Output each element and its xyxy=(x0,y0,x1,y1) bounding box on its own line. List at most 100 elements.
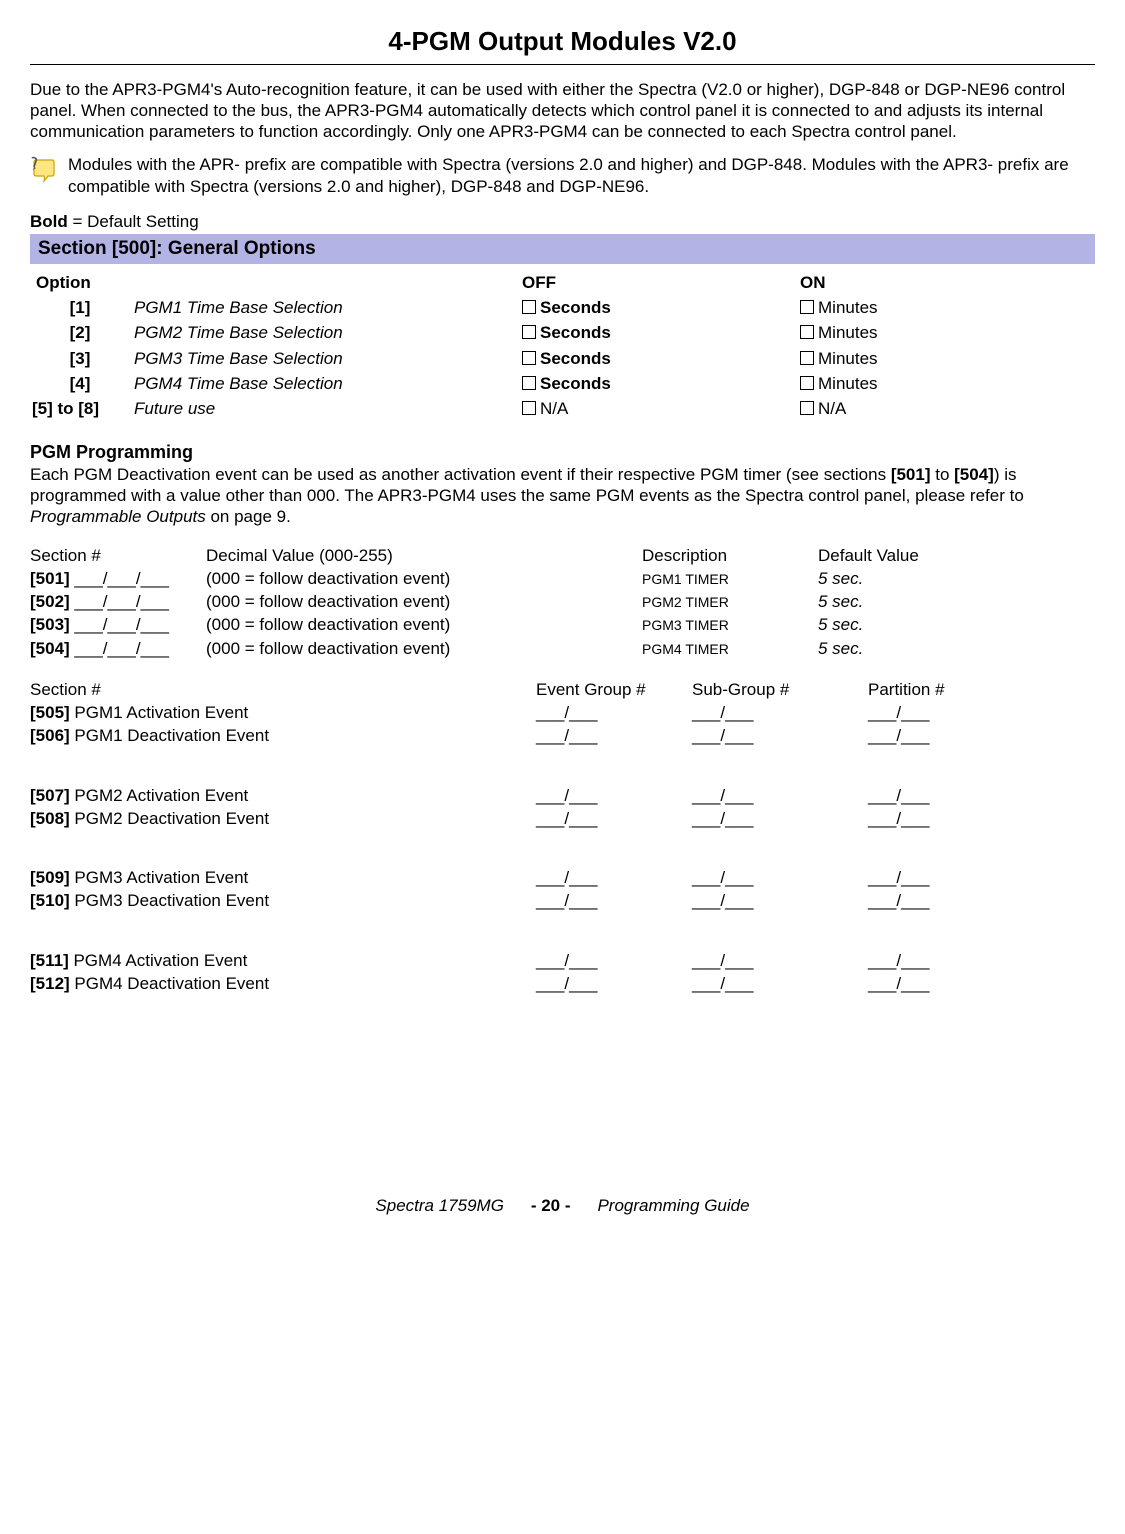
timer-desc: PGM1 TIMER xyxy=(642,567,818,590)
event-subgroup-blank[interactable]: ___/___ xyxy=(692,889,868,912)
timer-section: [502] ___/___/___ xyxy=(30,590,206,613)
event-row: [512] PGM4 Deactivation Event___/______/… xyxy=(30,972,951,995)
event-eventgroup-blank[interactable]: ___/___ xyxy=(536,889,692,912)
option-off: Seconds xyxy=(518,346,796,371)
checkbox-icon[interactable] xyxy=(522,300,536,314)
event-subgroup-blank[interactable]: ___/___ xyxy=(692,866,868,889)
timer-desc: PGM3 TIMER xyxy=(642,613,818,636)
event-eventgroup-blank[interactable]: ___/___ xyxy=(536,784,692,807)
timer-section: [504] ___/___/___ xyxy=(30,637,206,660)
event-partition-blank[interactable]: ___/___ xyxy=(868,889,951,912)
event-partition-blank[interactable]: ___/___ xyxy=(868,972,951,995)
options-header-off: OFF xyxy=(518,270,796,295)
timer-decimal: (000 = follow deactivation event) xyxy=(206,637,642,660)
option-on: N/A xyxy=(796,396,1095,421)
option-desc: Future use xyxy=(130,396,518,421)
option-off: N/A xyxy=(518,396,796,421)
option-on: Minutes xyxy=(796,346,1095,371)
checkbox-icon[interactable] xyxy=(800,351,814,365)
checkbox-icon[interactable] xyxy=(800,376,814,390)
options-header-row: Option OFF ON xyxy=(30,270,1095,295)
event-section: [511] PGM4 Activation Event xyxy=(30,949,536,972)
timer-row: [504] ___/___/___(000 = follow deactivat… xyxy=(30,637,925,660)
timer-header-decimal: Decimal Value (000-255) xyxy=(206,544,642,567)
timer-table: Section # Decimal Value (000-255) Descri… xyxy=(30,544,925,660)
timer-header-row: Section # Decimal Value (000-255) Descri… xyxy=(30,544,925,567)
event-section: [506] PGM1 Deactivation Event xyxy=(30,724,536,747)
pgm-desc-1: Each PGM Deactivation event can be used … xyxy=(30,465,891,484)
footer-page: - 20 - xyxy=(523,1196,579,1215)
event-section: [509] PGM3 Activation Event xyxy=(30,866,536,889)
event-eventgroup-blank[interactable]: ___/___ xyxy=(536,807,692,830)
option-on: Minutes xyxy=(796,371,1095,396)
option-row: [2]PGM2 Time Base SelectionSecondsMinute… xyxy=(30,320,1095,345)
options-header-option: Option xyxy=(30,270,130,295)
event-eventgroup-blank[interactable]: ___/___ xyxy=(536,972,692,995)
event-header-section: Section # xyxy=(30,678,536,701)
timer-header-description: Description xyxy=(642,544,818,567)
event-partition-blank[interactable]: ___/___ xyxy=(868,784,951,807)
pgm-programming-heading: PGM Programming xyxy=(30,441,1095,464)
timer-decimal: (000 = follow deactivation event) xyxy=(206,567,642,590)
event-subgroup-blank[interactable]: ___/___ xyxy=(692,949,868,972)
option-row: [1]PGM1 Time Base SelectionSecondsMinute… xyxy=(30,295,1095,320)
intro-paragraph: Due to the APR3-PGM4's Auto-recognition … xyxy=(30,79,1095,143)
checkbox-icon[interactable] xyxy=(522,351,536,365)
bold-default-line: Bold = Default Setting xyxy=(30,211,1095,232)
option-row: [3]PGM3 Time Base SelectionSecondsMinute… xyxy=(30,346,1095,371)
event-partition-blank[interactable]: ___/___ xyxy=(868,807,951,830)
event-subgroup-blank[interactable]: ___/___ xyxy=(692,784,868,807)
pgm-programming-desc: Each PGM Deactivation event can be used … xyxy=(30,464,1095,528)
event-spacer xyxy=(30,748,951,784)
timer-row: [501] ___/___/___(000 = follow deactivat… xyxy=(30,567,925,590)
timer-header-section: Section # xyxy=(30,544,206,567)
timer-default: 5 sec. xyxy=(818,613,925,636)
option-desc: PGM3 Time Base Selection xyxy=(130,346,518,371)
event-eventgroup-blank[interactable]: ___/___ xyxy=(536,701,692,724)
event-partition-blank[interactable]: ___/___ xyxy=(868,949,951,972)
pgm-desc-bold2: [504] xyxy=(954,465,994,484)
event-partition-blank[interactable]: ___/___ xyxy=(868,866,951,889)
pgm-desc-2: to xyxy=(931,465,955,484)
timer-row: [503] ___/___/___(000 = follow deactivat… xyxy=(30,613,925,636)
event-section: [510] PGM3 Deactivation Event xyxy=(30,889,536,912)
event-eventgroup-blank[interactable]: ___/___ xyxy=(536,949,692,972)
options-table: Option OFF ON [1]PGM1 Time Base Selectio… xyxy=(30,270,1095,422)
timer-section: [503] ___/___/___ xyxy=(30,613,206,636)
option-number: [4] xyxy=(30,371,130,396)
option-on: Minutes xyxy=(796,295,1095,320)
timer-default: 5 sec. xyxy=(818,567,925,590)
option-number: [3] xyxy=(30,346,130,371)
options-header-blank xyxy=(130,270,518,295)
checkbox-icon[interactable] xyxy=(800,401,814,415)
event-section: [508] PGM2 Deactivation Event xyxy=(30,807,536,830)
event-eventgroup-blank[interactable]: ___/___ xyxy=(536,724,692,747)
option-desc: PGM1 Time Base Selection xyxy=(130,295,518,320)
timer-decimal: (000 = follow deactivation event) xyxy=(206,613,642,636)
event-section: [505] PGM1 Activation Event xyxy=(30,701,536,724)
event-row: [510] PGM3 Deactivation Event___/______/… xyxy=(30,889,951,912)
event-table: Section # Event Group # Sub-Group # Part… xyxy=(30,678,951,995)
event-row: [511] PGM4 Activation Event___/______/__… xyxy=(30,949,951,972)
checkbox-icon[interactable] xyxy=(522,376,536,390)
event-subgroup-blank[interactable]: ___/___ xyxy=(692,701,868,724)
checkbox-icon[interactable] xyxy=(522,325,536,339)
event-eventgroup-blank[interactable]: ___/___ xyxy=(536,866,692,889)
bold-word: Bold xyxy=(30,212,68,231)
option-on: Minutes xyxy=(796,320,1095,345)
event-subgroup-blank[interactable]: ___/___ xyxy=(692,972,868,995)
checkbox-icon[interactable] xyxy=(800,325,814,339)
event-header-eventgroup: Event Group # xyxy=(536,678,692,701)
event-subgroup-blank[interactable]: ___/___ xyxy=(692,807,868,830)
timer-desc: PGM2 TIMER xyxy=(642,590,818,613)
option-desc: PGM4 Time Base Selection xyxy=(130,371,518,396)
option-off: Seconds xyxy=(518,371,796,396)
event-partition-blank[interactable]: ___/___ xyxy=(868,724,951,747)
checkbox-icon[interactable] xyxy=(800,300,814,314)
event-subgroup-blank[interactable]: ___/___ xyxy=(692,724,868,747)
page-title: 4-PGM Output Modules V2.0 xyxy=(30,25,1095,58)
checkbox-icon[interactable] xyxy=(522,401,536,415)
option-off: Seconds xyxy=(518,295,796,320)
event-partition-blank[interactable]: ___/___ xyxy=(868,701,951,724)
event-spacer xyxy=(30,830,951,866)
